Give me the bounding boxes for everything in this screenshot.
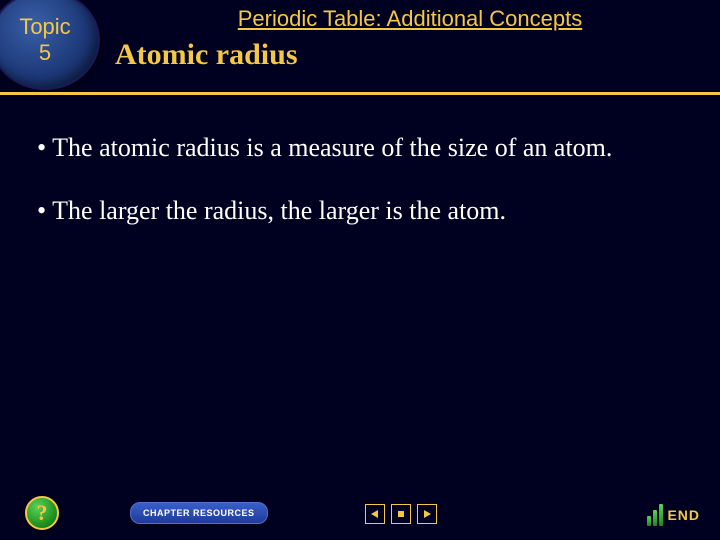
triangle-left-icon — [370, 509, 380, 519]
content-area: • The atomic radius is a measure of the … — [30, 130, 690, 256]
end-bar — [647, 516, 651, 526]
page-header-title: Periodic Table: Additional Concepts — [120, 6, 700, 32]
topic-badge: Topic 5 — [0, 0, 100, 90]
topic-badge-line2: 5 — [39, 40, 51, 66]
end-label: END — [667, 507, 700, 523]
bullet-text: The larger the radius, the larger is the… — [52, 196, 506, 225]
bullet-marker: • — [37, 196, 46, 225]
nav-controls — [365, 504, 437, 524]
triangle-right-icon — [422, 509, 432, 519]
footer-bar: ? CHAPTER RESOURCES END — [0, 490, 720, 530]
bullet-text: The atomic radius is a measure of the si… — [52, 133, 612, 162]
nav-stop-button[interactable] — [391, 504, 411, 524]
nav-prev-button[interactable] — [365, 504, 385, 524]
end-bar — [653, 510, 657, 526]
help-button[interactable]: ? — [25, 496, 59, 530]
square-icon — [396, 509, 406, 519]
nav-next-button[interactable] — [417, 504, 437, 524]
end-bars-icon — [647, 504, 663, 526]
bullet-marker: • — [37, 133, 46, 162]
slide-subtitle: Atomic radius — [115, 38, 298, 72]
help-icon: ? — [37, 500, 48, 526]
end-bar — [659, 504, 663, 526]
header-divider — [0, 92, 720, 95]
chapter-resources-button[interactable]: CHAPTER RESOURCES — [130, 502, 268, 524]
bullet-item: • The atomic radius is a measure of the … — [30, 130, 690, 165]
bullet-item: • The larger the radius, the larger is t… — [30, 193, 690, 228]
end-button[interactable]: END — [647, 504, 700, 526]
topic-badge-line1: Topic — [19, 14, 70, 40]
